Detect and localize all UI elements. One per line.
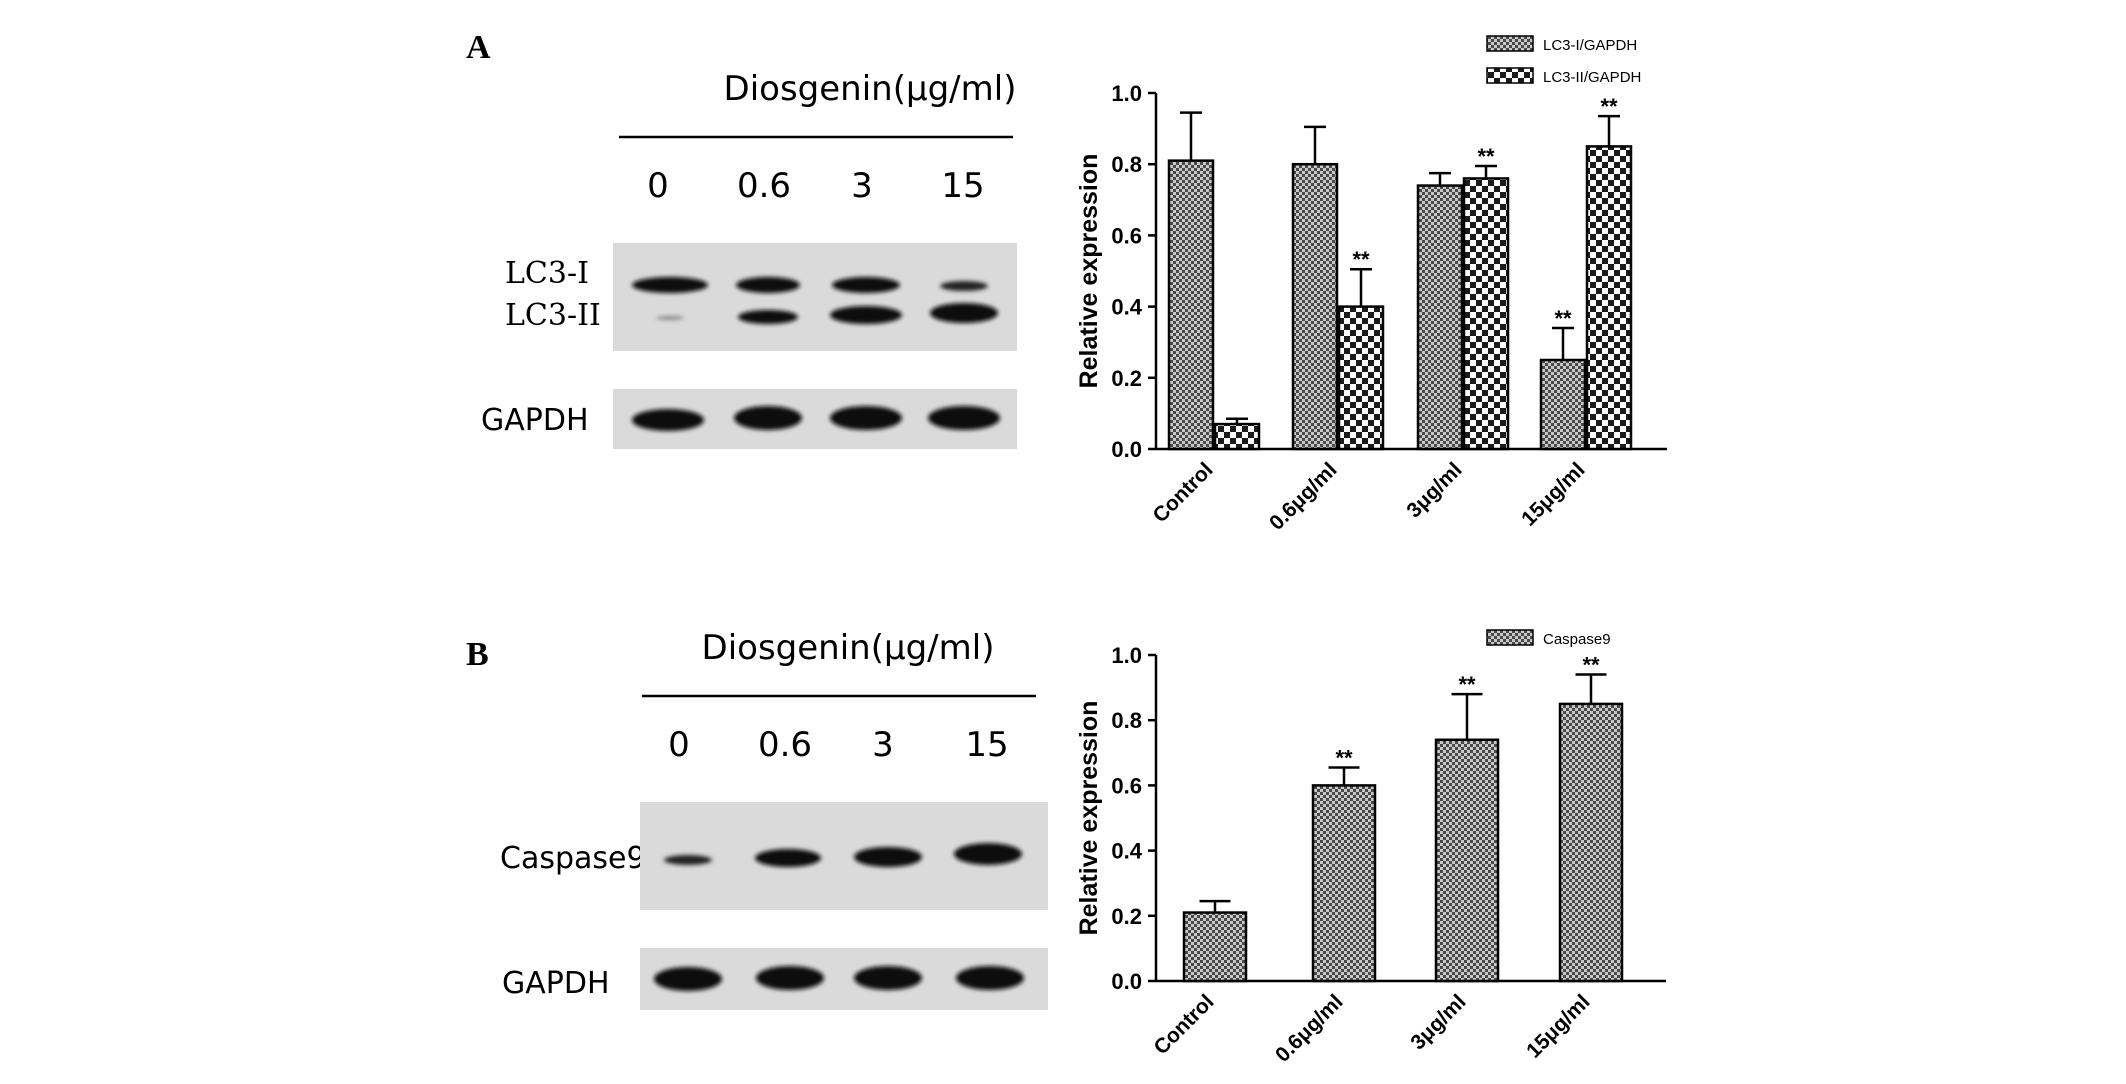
panel-a-label-lc3-i: LC3-I [505,256,589,291]
chart-b-legend-swatch [1486,629,1534,646]
chart-a-bar-s1 [1167,159,1215,451]
chart-b-bar-s1 [1182,911,1248,983]
panel-b-dose-0: 0 [668,725,690,765]
chart-a-bar-s2 [1337,305,1385,451]
panel-a-lc3ii-band [738,310,798,324]
chart-a-ytick-label: 0.4 [1111,295,1142,320]
chart-b-xtick-label: 0.6μg/ml [1271,990,1348,1067]
panel-a-blot: A Diosgenin(μg/ml) 0 0.6 3 15 LC3-I LC3-… [466,29,1017,449]
chart-b-legend-label: Caspase9 [1543,631,1611,648]
panel-b-dose-3: 15 [965,725,1008,765]
chart-b-significance-label: ** [1582,653,1600,678]
chart-a-xtick-label: Control [1148,458,1217,527]
panel-b-caspase9-band [755,849,821,867]
chart-a: Relative expression 0.0 0.2 0.4 0.6 0.8 1.0 *… [1075,35,1667,535]
panel-a-gapdh-band [632,409,704,431]
panel-a-gapdh-band [734,406,802,430]
chart-a-legend-label: LC3-II/GAPDH [1543,69,1641,86]
chart-b-ytick-label: 0.4 [1111,839,1142,864]
panel-a-dose-1: 0.6 [737,166,791,206]
chart-a-significance-label: ** [1477,144,1495,169]
panel-a-dose-2: 3 [851,166,873,206]
chart-a-bar-s1 [1539,358,1587,451]
chart-a-ytick-label: 0.8 [1111,152,1142,177]
chart-b-bar-s1 [1558,702,1624,983]
chart-a-ylabel: Relative expression [1075,154,1103,389]
panel-b-caspase9-band [854,847,922,867]
panel-a-lc3ii-band [930,303,998,323]
panel-b-gapdh-band [756,966,824,990]
chart-b-significance-label: ** [1335,745,1353,770]
panel-a-dose-3: 15 [941,166,984,206]
chart-a-bar-s1 [1416,184,1464,451]
chart-a-significance-label: ** [1352,247,1370,272]
panel-a-lc3ii-band [656,316,684,320]
chart-b-xtick-label: 3μg/ml [1406,990,1470,1054]
panel-a-letter: A [466,29,491,66]
panel-b-treatment-title: Diosgenin(μg/ml) [702,628,995,668]
panel-a-gapdh-band [830,406,902,430]
chart-b-ytick-label: 1.0 [1111,643,1142,668]
chart-a-ytick-label: 0.2 [1111,366,1142,391]
chart-a-xtick-label: 0.6μg/ml [1265,458,1342,535]
chart-a-bar-s2 [1585,145,1633,451]
chart-a-bar-s2 [1462,177,1510,451]
chart-b-ylabel: Relative expression [1075,701,1103,936]
panel-a-label-lc3-ii: LC3-II [505,298,601,333]
panel-b-dose-1: 0.6 [758,725,812,765]
panel-a-label-gapdh: GAPDH [481,403,589,438]
panel-a-lc3i-band [940,281,988,291]
panel-a-lc3ii-band [830,306,902,324]
chart-b-ytick-label: 0.0 [1111,969,1142,994]
chart-a-bar-s2 [1213,422,1261,451]
chart-a-significance-label: ** [1600,94,1618,119]
panel-a-lc3-membrane [613,243,1017,351]
chart-b-significance-label: ** [1458,672,1476,697]
chart-a-legend-swatch [1486,35,1534,52]
panel-b-blot: B Diosgenin(μg/ml) 0 0.6 3 15 Caspase9 G… [466,628,1048,1010]
panel-a-gapdh-band [928,406,1000,430]
chart-b-ytick-label: 0.6 [1111,773,1142,798]
panel-b-label-caspase9: Caspase9 [500,841,646,876]
chart-a-ytick-label: 1.0 [1111,81,1142,106]
chart-b-xtick-label: Control [1149,990,1218,1059]
panel-a-lc3i-band [736,277,800,293]
panel-b-dose-2: 3 [872,725,894,765]
chart-a-legend-label: LC3-I/GAPDH [1543,37,1637,54]
chart-b-ytick-label: 0.8 [1111,708,1142,733]
chart-a-bar-s1 [1291,162,1339,451]
chart-a-legend-swatch [1486,67,1534,84]
chart-b-xtick-label: 15μg/ml [1522,990,1594,1062]
chart-a-ytick-label: 0.6 [1111,223,1142,248]
chart-a-ytick-label: 0.0 [1111,437,1142,462]
panel-b-caspase9-band [954,843,1022,865]
panel-b-gapdh-band [854,966,922,990]
chart-b-ytick-label: 0.2 [1111,904,1142,929]
panel-a-treatment-title: Diosgenin(μg/ml) [724,69,1017,109]
panel-b-caspase9-band [664,855,712,865]
chart-b-bar-s1 [1311,784,1377,983]
chart-b: Relative expression 0.0 0.2 0.4 0.6 0.8 1.0 *… [1075,629,1666,1067]
chart-a-xtick-label: 15μg/ml [1517,458,1589,530]
chart-b-bar-s1 [1434,738,1500,983]
panel-b-label-gapdh: GAPDH [502,966,610,1001]
panel-b-letter: B [466,636,489,673]
chart-a-significance-label: ** [1554,306,1572,331]
panel-a-dose-0: 0 [647,166,669,206]
chart-a-xtick-label: 3μg/ml [1402,458,1466,522]
panel-b-gapdh-band [956,966,1024,990]
panel-b-gapdh-band [654,967,722,991]
panel-a-lc3i-band [832,277,900,293]
panel-a-lc3i-band [632,277,708,293]
